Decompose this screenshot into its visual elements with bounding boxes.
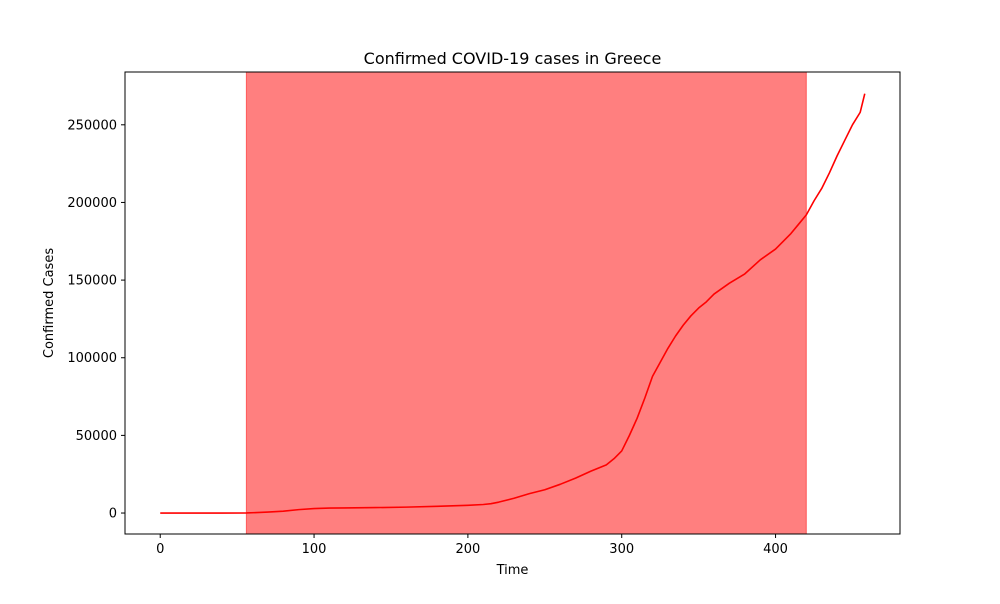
- y-tick-label: 200000: [67, 196, 117, 211]
- x-tick-label: 400: [763, 542, 788, 557]
- shaded-region-layer: [245, 71, 807, 535]
- series-line-layer: [160, 93, 866, 514]
- y-axis-label: Confirmed Cases: [42, 248, 57, 358]
- y-tick-label: 250000: [67, 118, 117, 133]
- y-tick-label: 50000: [76, 429, 117, 444]
- shaded-region: [245, 71, 807, 535]
- x-tick-label: 0: [156, 542, 164, 557]
- y-tick-label: 0: [109, 507, 117, 522]
- series-line: [160, 93, 866, 514]
- y-tick-label: 150000: [67, 274, 117, 289]
- x-tick-label: 300: [609, 542, 634, 557]
- x-tick-label: 100: [302, 542, 327, 557]
- y-axis-ticks: 0 50000 100000 150000 200000 250000: [67, 118, 125, 522]
- plot-area-frame: [124, 71, 901, 535]
- chart-title: Confirmed COVID-19 cases in Greece: [364, 49, 662, 68]
- x-tick-label: 200: [455, 542, 480, 557]
- x-axis-label: Time: [496, 563, 529, 578]
- x-axis-ticks: 0 100 200 300 400: [156, 534, 788, 557]
- y-tick-label: 100000: [67, 351, 117, 366]
